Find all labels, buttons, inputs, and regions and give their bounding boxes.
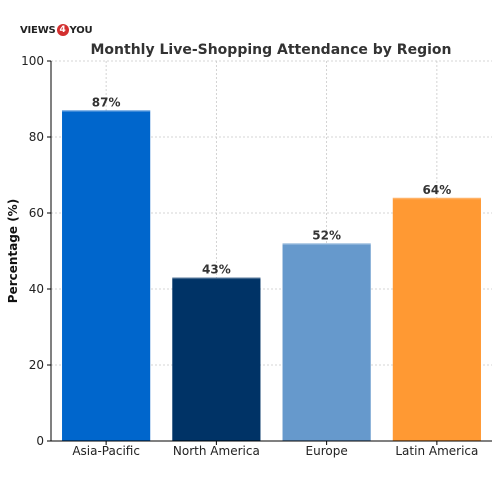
data-label: 87%: [92, 95, 121, 109]
y-tick-label: 80: [29, 130, 44, 144]
data-label: 64%: [423, 183, 452, 197]
bar-north-america: [172, 277, 261, 441]
x-tick-label: North America: [173, 444, 260, 458]
tick-labels: 0 20 40 60 80 100 Asia-Pacific North America Eur…: [21, 54, 478, 458]
y-tick-label: 60: [29, 206, 44, 220]
y-tick-label: 0: [36, 434, 44, 448]
logo-text-you: YOU: [69, 24, 93, 36]
bar-top-edge: [282, 243, 371, 245]
y-tick-label: 20: [29, 358, 44, 372]
x-tick-label: Europe: [306, 444, 348, 458]
bars: [62, 110, 481, 442]
bar-latin-america: [392, 197, 481, 441]
logo: VIEWS 4 YOU: [20, 23, 93, 37]
y-axis-label: Percentage (%): [6, 199, 20, 303]
bar-top-edge: [392, 197, 481, 200]
chart-title: Monthly Live-Shopping Attendance by Regi…: [91, 42, 452, 58]
data-labels: 87% 43% 52% 64%: [92, 95, 451, 276]
x-tick-label: Latin America: [395, 444, 478, 458]
bar-europe: [282, 243, 371, 441]
y-tick-label: 100: [21, 54, 44, 68]
bar-top-edge: [172, 277, 261, 280]
bar-top-edge: [62, 110, 151, 112]
logo-text-views: VIEWS: [20, 24, 56, 36]
y-tick-label: 40: [29, 282, 44, 296]
logo-badge-four: 4: [56, 24, 69, 36]
data-label: 43%: [202, 263, 231, 277]
bar-asia-pacific: [62, 110, 151, 442]
x-tick-label: Asia-Pacific: [72, 444, 140, 458]
data-label: 52%: [312, 228, 341, 242]
axes: [47, 60, 492, 445]
